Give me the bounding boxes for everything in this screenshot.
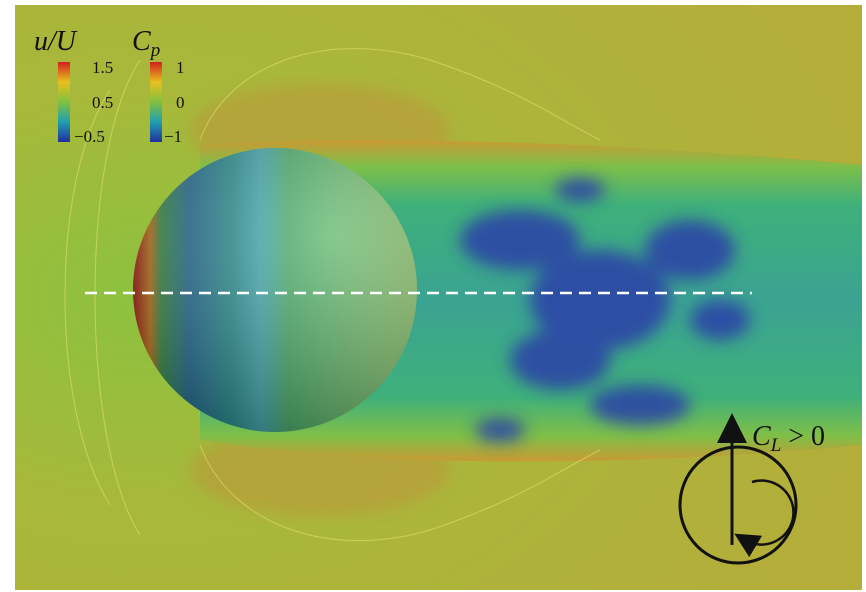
colorbar-label: u/U [34,26,78,57]
colorbar-tick: −1 [164,127,182,146]
colorbar-tick: 0 [176,93,185,112]
lift-symbol [678,445,798,565]
colorbar-tick: 1.5 [92,58,113,77]
colorbar-cp [150,62,162,142]
sphere-shading [133,148,417,432]
colorbar-tick: 0.5 [92,93,113,112]
lift-label: CL > 0 [752,421,825,456]
colorbar-tick: 1 [176,58,185,77]
colorbar-label: Cp [132,26,160,61]
rotation-arrow [734,479,795,558]
colorbar-u [58,62,70,142]
contour-lines [64,48,601,542]
vortex-regions [460,178,750,442]
colorbar-tick: −0.5 [74,127,105,146]
